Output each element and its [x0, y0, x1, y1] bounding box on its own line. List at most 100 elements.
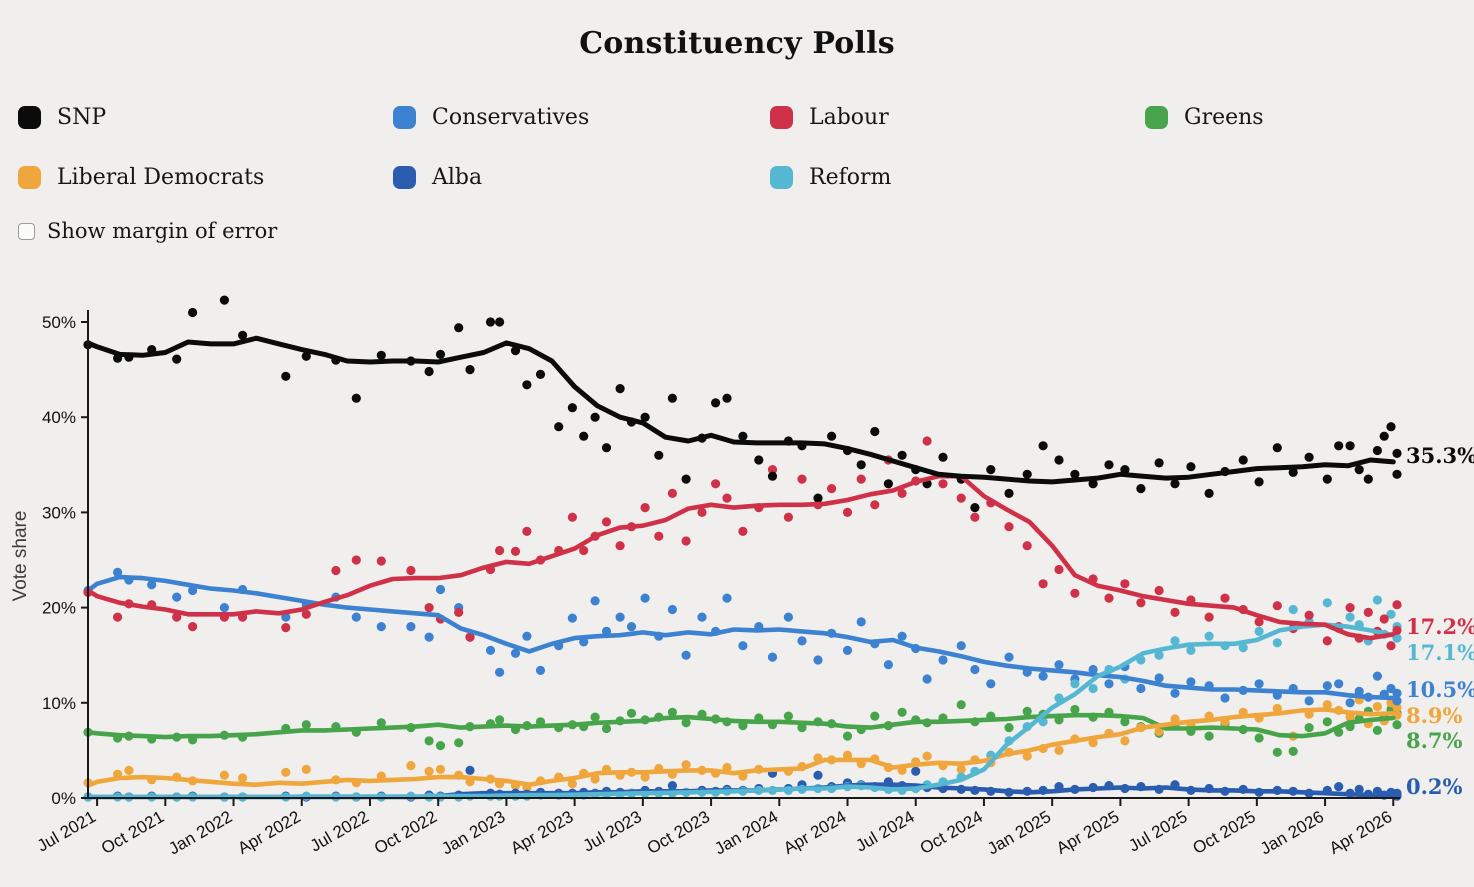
- poll-dot-snp: [970, 503, 980, 513]
- poll-dot-snp: [554, 422, 564, 432]
- poll-dot-con: [667, 604, 678, 615]
- end-value-label-grn: 8.7%: [1406, 728, 1463, 753]
- poll-dot-ref: [1386, 609, 1396, 619]
- poll-dot-lab: [767, 465, 778, 475]
- poll-dot-lab: [601, 517, 612, 527]
- poll-dot-con: [535, 665, 546, 675]
- trend-line-snp: [85, 335, 1396, 485]
- poll-dot-con: [883, 660, 894, 670]
- poll-dot-snp: [1392, 448, 1402, 458]
- poll-dot-ld: [281, 767, 291, 777]
- poll-dot-con: [738, 641, 748, 651]
- poll-dot-snp: [654, 450, 664, 460]
- x-tick-label: Apr 2025: [1053, 807, 1122, 858]
- poll-dot-lab: [1070, 588, 1080, 598]
- poll-dot-con: [1220, 693, 1230, 703]
- poll-dot-snp: [1379, 431, 1389, 441]
- poll-dot-ld: [1392, 703, 1402, 713]
- poll-dot-con: [590, 596, 600, 606]
- end-value-label-snp: 35.3%: [1406, 443, 1474, 468]
- poll-dot-snp: [1386, 422, 1396, 432]
- poll-dot-snp: [1304, 452, 1314, 462]
- poll-dot-snp: [738, 431, 748, 441]
- poll-dot-con: [640, 593, 650, 603]
- poll-dot-snp: [1345, 441, 1355, 451]
- legend-label-grn: Greens: [1184, 104, 1264, 130]
- poll-dot-snp: [1170, 479, 1180, 489]
- x-tick-label: Jan 2026: [1257, 807, 1327, 858]
- legend-swatch-lab: [770, 105, 793, 129]
- poll-dot-lab: [797, 474, 807, 484]
- poll-dot-con: [797, 636, 807, 646]
- poll-dot-snp: [238, 330, 248, 340]
- poll-dot-grn: [897, 707, 907, 717]
- poll-dot-grn: [601, 723, 612, 734]
- trend-line-ref: [85, 622, 1396, 800]
- poll-dot-con: [1038, 671, 1048, 681]
- poll-dot-lab: [1136, 598, 1146, 608]
- poll-dot-lab: [376, 556, 386, 566]
- poll-dot-lab: [1386, 641, 1396, 651]
- poll-dot-grn: [1322, 717, 1332, 727]
- poll-dot-grn: [797, 723, 807, 733]
- poll-dot-snp: [1334, 441, 1344, 451]
- poll-dot-lab: [567, 512, 578, 522]
- legend-swatch-snp: [18, 105, 41, 129]
- poll-dot-lab: [856, 474, 866, 484]
- poll-dot-ld: [922, 751, 932, 761]
- poll-dot-lab: [1392, 600, 1402, 610]
- end-value-label-con: 10.5%: [1406, 677, 1474, 702]
- poll-dot-snp: [1363, 474, 1373, 484]
- poll-dot-ld: [435, 764, 446, 774]
- legend-item-con: Conservatives: [393, 105, 770, 130]
- poll-dot-lab: [1154, 585, 1164, 596]
- poll-dot-con: [1304, 696, 1314, 706]
- poll-dot-snp: [522, 380, 532, 390]
- poll-dot-grn: [956, 700, 966, 710]
- poll-dot-snp: [827, 431, 837, 441]
- poll-dot-con: [113, 567, 123, 577]
- x-tick-label: Jan 2025: [984, 807, 1054, 858]
- legend-label-ld: Liberal Democrats: [57, 164, 265, 190]
- poll-dot-ld: [219, 770, 229, 780]
- poll-dot-con: [1136, 683, 1146, 694]
- poll-dot-snp: [454, 323, 464, 333]
- poll-dot-lab: [1104, 593, 1114, 603]
- poll-dot-snp: [1272, 443, 1282, 453]
- y-tick-label: 20%: [42, 599, 76, 618]
- poll-dot-con: [938, 655, 948, 665]
- poll-dot-lab: [970, 512, 980, 522]
- x-tick-label: Jul 2022: [307, 807, 372, 856]
- poll-dot-con: [567, 613, 578, 623]
- poll-dot-lab: [1120, 579, 1130, 589]
- x-tick-label: Apr 2026: [1326, 807, 1395, 858]
- trend-line-grn: [85, 712, 1396, 740]
- x-tick-label: Oct 2021: [98, 807, 167, 858]
- poll-dot-lab: [172, 612, 182, 622]
- legend-swatch-ld: [18, 165, 41, 189]
- poll-dot-snp: [856, 460, 866, 470]
- poll-dot-ld: [1322, 700, 1332, 710]
- poll-dot-con: [1392, 688, 1402, 698]
- poll-dot-con: [970, 664, 980, 675]
- poll-dot-snp: [219, 295, 229, 305]
- show-margin-of-error-checkbox[interactable]: [18, 222, 35, 240]
- poll-dot-lab: [956, 493, 966, 503]
- poll-dot-grn: [301, 720, 311, 730]
- poll-dot-ld: [424, 766, 434, 776]
- poll-dot-snp: [1204, 488, 1214, 498]
- poll-dot-ref: [1272, 638, 1282, 648]
- margin-of-error-row: Show margin of error: [18, 219, 1474, 243]
- poll-dot-con: [956, 641, 966, 651]
- poll-dot-snp: [376, 350, 386, 360]
- poll-dot-lab: [281, 623, 291, 633]
- poll-dot-ref: [1204, 631, 1214, 641]
- poll-dot-snp: [465, 365, 475, 375]
- poll-dot-con: [1004, 652, 1014, 662]
- x-tick-label: Jan 2024: [711, 807, 781, 858]
- poll-dot-grn: [1254, 733, 1264, 743]
- poll-dot-snp: [1088, 479, 1098, 489]
- poll-dot-con: [1104, 679, 1114, 689]
- x-tick-label: Oct 2023: [644, 807, 713, 858]
- show-margin-of-error-label[interactable]: Show margin of error: [47, 219, 278, 243]
